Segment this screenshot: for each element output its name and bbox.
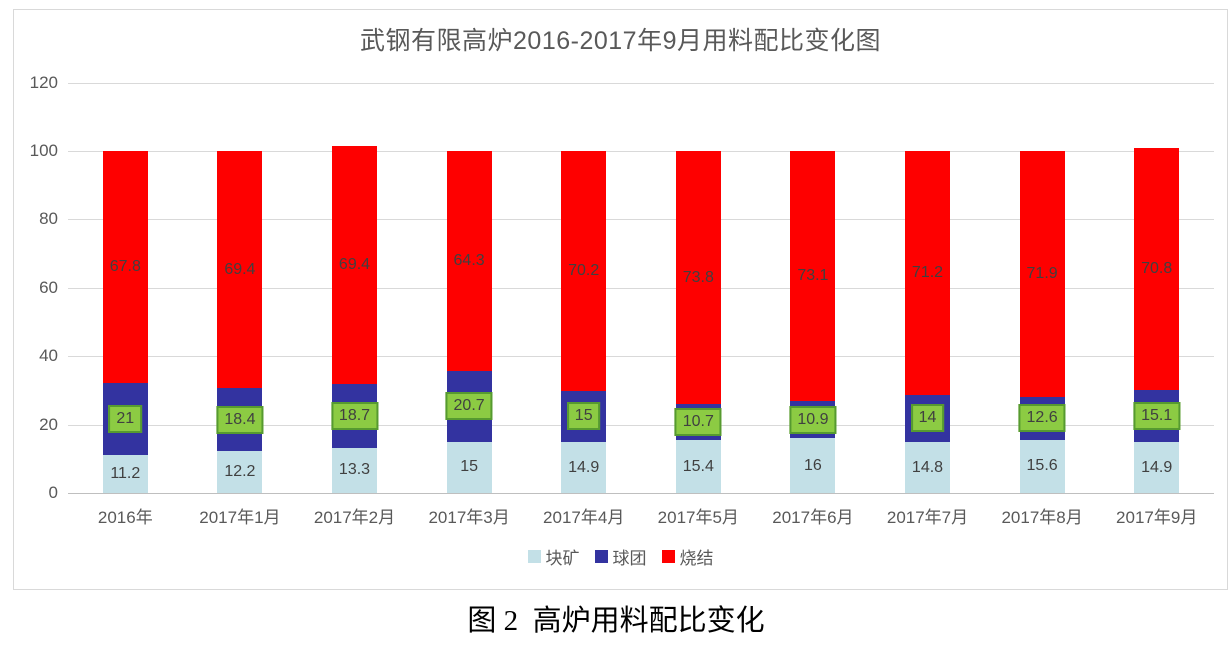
bar-segment-烧结	[1019, 150, 1065, 397]
bar-segment-块矿	[332, 447, 377, 493]
bar-label-块矿: 15.4	[682, 457, 714, 475]
bar-segment-块矿	[675, 440, 721, 493]
x-axis-category-label: 2017年4月	[543, 508, 625, 527]
bar-label-块矿: 14.9	[1141, 458, 1173, 476]
bar-segment-块矿	[1019, 439, 1065, 493]
bar-segment-块矿	[790, 438, 836, 493]
x-axis-category-label: 2017年7月	[886, 508, 969, 527]
x-axis-category-label: 2017年5月	[657, 508, 739, 527]
bar-segment-块矿	[905, 442, 950, 493]
y-axis-tick-label: 60	[39, 277, 58, 297]
gridline-0	[68, 493, 1214, 494]
bar-segment-烧结	[790, 151, 836, 401]
chart-title: 武钢有限高炉2016-2017年9月用料配比变化图	[360, 27, 881, 55]
gridline-120	[68, 82, 1214, 84]
bar-segment-烧结	[332, 146, 377, 384]
bar-label-球团: 15.1	[1133, 402, 1181, 431]
legend-swatch-icon	[527, 550, 541, 563]
legend-swatch-icon	[661, 550, 675, 563]
chart-frame: 武钢有限高炉2016-2017年9月用料配比变化图 0 20 40 60 80 100 12…	[13, 9, 1228, 590]
bar-label-烧结: 69.4	[338, 255, 371, 273]
bar-label-球团: 18.7	[330, 401, 379, 430]
bar-segment-烧结	[561, 150, 607, 391]
bar-label-球团: 10.7	[674, 408, 722, 437]
bar-label-烧结: 71.2	[911, 263, 944, 281]
gridline-100	[68, 151, 1214, 152]
bar-segment-烧结	[102, 151, 148, 383]
figure-caption: 图 2 高炉用料配比变化	[467, 605, 765, 637]
x-axis-category-label: 2017年8月	[1001, 508, 1083, 527]
gridline-60	[68, 287, 1214, 289]
bar-segment-块矿	[1134, 442, 1180, 493]
bar-label-球团: 15	[566, 402, 601, 431]
bar-label-球团: 18.4	[216, 405, 264, 434]
bar-label-块矿: 14.8	[911, 458, 944, 476]
gridline-40	[68, 356, 1214, 358]
bar-label-球团: 14	[910, 404, 945, 433]
legend-item-块矿: 块矿	[527, 544, 580, 569]
bar-segment-烧结	[905, 151, 950, 395]
bar-label-烧结: 73.8	[682, 268, 714, 286]
legend-item-烧结: 烧结	[661, 544, 714, 569]
bar-label-烧结: 69.4	[224, 260, 256, 278]
bar-label-烧结: 71.9	[1026, 264, 1058, 282]
y-axis-tick-label: 120	[29, 72, 58, 92]
x-axis-category-label: 2017年2月	[313, 508, 396, 527]
bar-segment-烧结	[217, 151, 263, 389]
bar-label-烧结: 73.1	[797, 267, 829, 284]
bar-label-块矿: 15.6	[1026, 457, 1058, 475]
legend-swatch-icon	[594, 550, 608, 563]
x-axis-category-label: 2017年3月	[428, 508, 510, 527]
bar-label-块矿: 13.3	[338, 461, 371, 479]
bar-segment-烧结	[675, 151, 721, 404]
gridline-80	[68, 219, 1214, 221]
bar-label-块矿: 16	[803, 456, 822, 474]
bar-label-球团: 12.6	[1018, 404, 1066, 433]
bar-segment-块矿	[102, 454, 148, 493]
bar-label-烧结: 64.3	[453, 251, 485, 269]
x-axis-category-label: 2017年6月	[772, 508, 854, 527]
x-axis-category-label: 2017年9月	[1116, 508, 1198, 527]
bar-label-块矿: 14.9	[568, 458, 600, 476]
y-axis-tick-label: 100	[29, 141, 58, 160]
y-axis-tick-label: 0	[48, 483, 58, 502]
bar-label-块矿: 11.2	[110, 464, 141, 482]
bar-label-块矿: 15	[460, 458, 478, 476]
x-axis-category-label: 2016年	[97, 508, 153, 527]
bar-segment-烧结	[1134, 148, 1180, 391]
legend-label: 块矿	[545, 549, 580, 568]
bar-label-块矿: 12.2	[224, 463, 256, 481]
legend-label: 烧结	[679, 549, 714, 568]
bar-label-烧结: 67.8	[109, 257, 141, 275]
gridline-20	[68, 424, 1214, 426]
x-axis-category-label: 2017年1月	[199, 508, 281, 527]
bar-label-球团: 21	[108, 404, 143, 433]
bar-label-烧结: 70.8	[1141, 260, 1173, 278]
bar-label-球团: 10.9	[789, 405, 837, 434]
y-axis-tick-label: 40	[39, 346, 58, 366]
legend: 块矿 球团 烧结	[14, 544, 1227, 569]
legend-item-球团: 球团	[594, 544, 647, 569]
legend-label: 球团	[612, 549, 647, 568]
bar-label-烧结: 70.2	[568, 261, 600, 279]
bar-segment-烧结	[446, 151, 492, 371]
bar-segment-块矿	[561, 442, 607, 493]
y-axis-tick-label: 20	[39, 414, 58, 434]
bar-label-球团: 20.7	[445, 392, 493, 421]
bar-segment-块矿	[446, 441, 492, 493]
y-axis-tick-label: 80	[39, 209, 58, 229]
bar-segment-块矿	[217, 451, 263, 493]
